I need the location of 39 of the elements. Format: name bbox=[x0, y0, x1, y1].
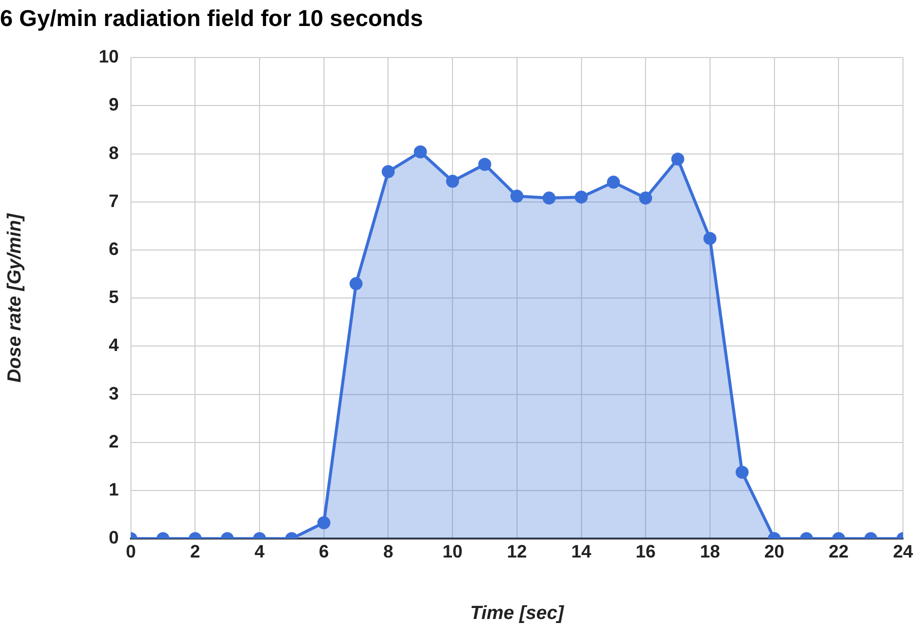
point bbox=[542, 192, 556, 205]
x-tick-label: 0 bbox=[126, 541, 136, 562]
y-tick-label: 4 bbox=[108, 335, 119, 356]
point bbox=[574, 190, 588, 204]
point bbox=[478, 158, 492, 171]
x-tick-label: 8 bbox=[383, 541, 394, 562]
y-tick-label: 8 bbox=[108, 142, 119, 163]
x-tick-label: 2 bbox=[190, 541, 200, 562]
x-tick-label: 6 bbox=[318, 541, 329, 562]
point bbox=[606, 176, 620, 189]
y-tick-label: 2 bbox=[108, 431, 119, 452]
x-tick-label: 14 bbox=[571, 541, 592, 562]
y-axis-title: Dose rate [Gy/min] bbox=[4, 212, 26, 383]
point bbox=[510, 190, 524, 203]
x-tick-label: 20 bbox=[764, 541, 784, 562]
point bbox=[639, 192, 652, 205]
x-tick-label: 12 bbox=[506, 541, 527, 562]
chart-title: 6 Gy/min radiation field for 10 seconds bbox=[0, 5, 424, 32]
y-tick-label: 7 bbox=[108, 190, 119, 211]
y-tick-label: 5 bbox=[108, 287, 119, 308]
y-tick-label: 9 bbox=[108, 94, 119, 115]
y-tick-label: 1 bbox=[108, 479, 119, 500]
point bbox=[703, 232, 716, 245]
y-tick-label: 3 bbox=[108, 383, 119, 404]
point bbox=[446, 174, 460, 188]
x-tick-label: 4 bbox=[254, 541, 265, 562]
x-axis-title: Time [sec] bbox=[470, 602, 564, 624]
x-tick-label: 22 bbox=[828, 541, 849, 562]
point bbox=[414, 145, 427, 158]
x-tick-label: 24 bbox=[892, 541, 914, 562]
y-tick-label: 0 bbox=[108, 528, 119, 548]
x-tick-label: 10 bbox=[442, 541, 463, 562]
y-tick-label: 10 bbox=[98, 46, 119, 67]
point bbox=[350, 277, 363, 290]
x-tick-label: 18 bbox=[700, 541, 720, 562]
x-tick-label: 16 bbox=[636, 541, 656, 562]
y-tick-label: 6 bbox=[108, 238, 119, 259]
point bbox=[671, 152, 684, 166]
point bbox=[382, 165, 395, 178]
